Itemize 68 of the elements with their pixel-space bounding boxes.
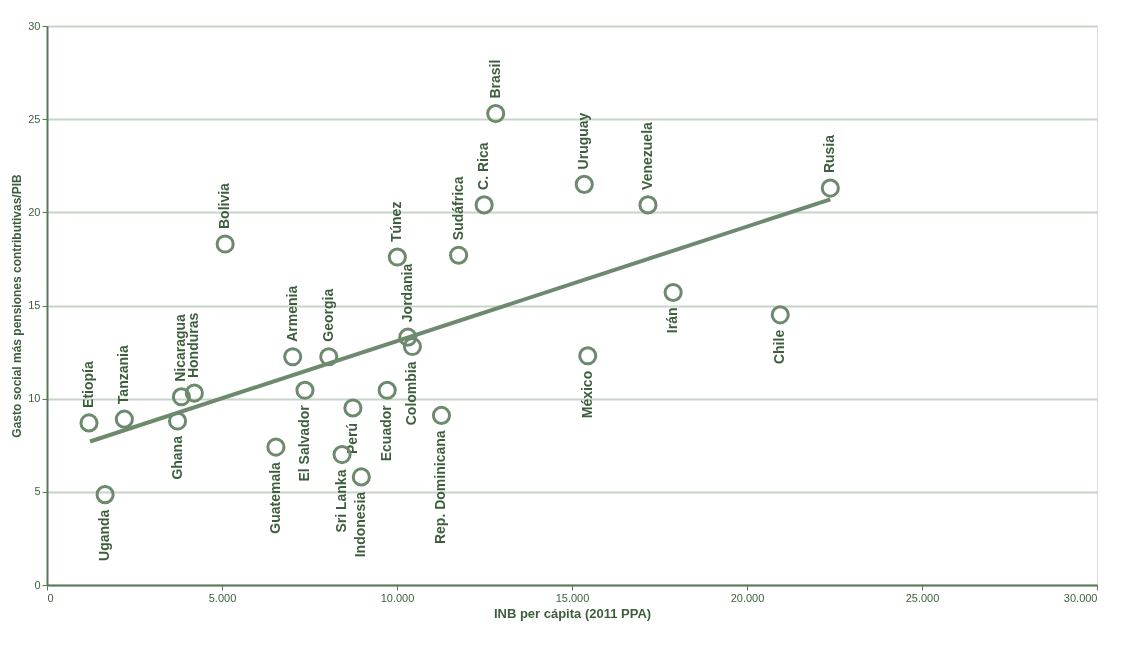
x-tick-label: 15.000 xyxy=(555,591,590,604)
point xyxy=(171,387,191,407)
annotation: Túnez xyxy=(388,201,405,243)
annotation: Armenia xyxy=(283,285,300,342)
annotation: Tanzania xyxy=(115,345,132,405)
point xyxy=(377,380,397,400)
point xyxy=(449,245,469,265)
point xyxy=(343,398,363,418)
annotation: Nicaragua xyxy=(172,313,189,382)
annotation: Rep. Dominicana xyxy=(432,430,449,545)
annotation: Georgia xyxy=(319,288,336,342)
point xyxy=(398,327,418,347)
point xyxy=(266,437,286,457)
annotation: Etiopía xyxy=(80,361,96,408)
annotation: Sudáfrica xyxy=(449,176,466,241)
point xyxy=(574,174,594,194)
x-axis-title: INB per cápita (2011 PPA) xyxy=(493,605,652,621)
point xyxy=(578,346,598,366)
point xyxy=(184,383,204,403)
point xyxy=(431,405,452,425)
point xyxy=(79,413,99,433)
y-tick-label: 25 xyxy=(28,112,41,125)
point xyxy=(351,467,371,487)
annotation: Venezuela xyxy=(638,121,655,190)
x-tick-label: 30.000 xyxy=(1063,591,1098,604)
point xyxy=(638,195,658,215)
annotation: México xyxy=(578,370,595,419)
point xyxy=(167,411,188,431)
point xyxy=(114,409,134,429)
y-tick-label: 5 xyxy=(34,485,41,498)
x-tick-label: 5.000 xyxy=(208,591,237,604)
x-tick-label: 20.000 xyxy=(730,591,765,604)
x-tick-label: 10.000 xyxy=(380,591,415,604)
point xyxy=(95,485,115,505)
y-tick-label: 10 xyxy=(28,392,41,405)
point xyxy=(215,234,235,254)
annotation: Guatemala xyxy=(266,461,283,534)
annotation: Ghana xyxy=(168,435,185,480)
point xyxy=(663,282,683,302)
annotation: Indonesia xyxy=(352,491,369,558)
y-tick-label: 15 xyxy=(28,299,41,311)
point xyxy=(319,347,339,367)
point xyxy=(283,347,303,367)
annotation: Irán xyxy=(664,307,681,334)
annotation: Uruguay xyxy=(575,112,592,170)
annotation: Uganda xyxy=(96,509,113,561)
x-tick-label: 0 xyxy=(47,591,54,604)
point xyxy=(820,178,840,198)
point xyxy=(770,305,790,325)
annotation: Ecuador xyxy=(378,404,395,462)
annotation: Brasil xyxy=(486,59,503,99)
y-tick-label: 30 xyxy=(28,19,41,32)
point xyxy=(486,104,506,124)
y-tick-label: 20 xyxy=(28,205,41,218)
annotation: El Salvador xyxy=(295,404,312,482)
annotation: Jordania xyxy=(398,263,415,323)
point xyxy=(295,380,315,400)
annotation: Colombia xyxy=(403,361,420,426)
annotation: Bolivia xyxy=(216,182,233,230)
point xyxy=(402,336,422,357)
annotation: Rusia xyxy=(821,134,838,174)
annotation: C. Rica xyxy=(475,142,492,190)
point xyxy=(474,195,494,215)
y-axis-title: Gasto social más pensiones contributivas/PIB xyxy=(10,173,25,438)
annotation: Sri Lanka xyxy=(333,469,350,533)
y-tick-label: 0 xyxy=(34,578,41,591)
x-tick-label: 25.000 xyxy=(905,591,940,604)
annotation: Chile xyxy=(771,329,788,365)
